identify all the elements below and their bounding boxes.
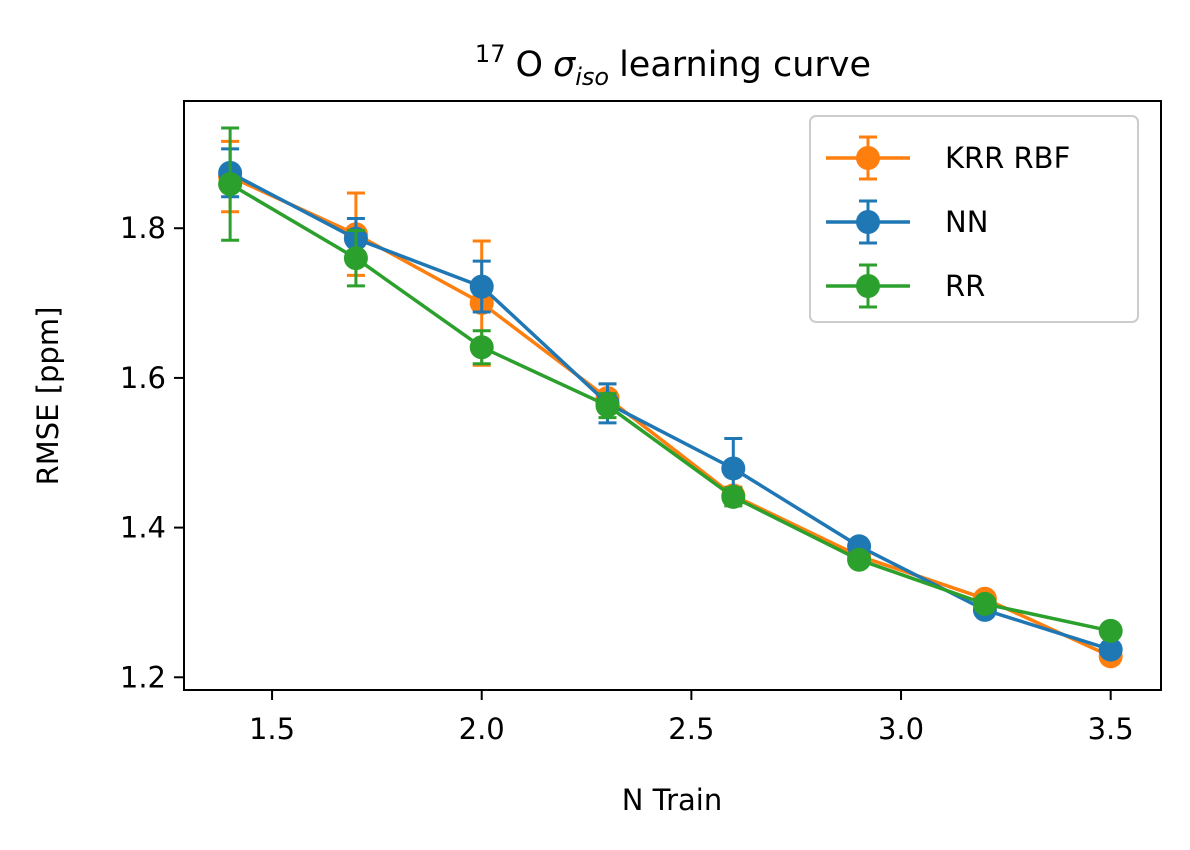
plot-frame [183, 100, 1162, 691]
data-point-nn [1098, 637, 1123, 662]
data-point-rr [1098, 618, 1123, 643]
x-tick-label: 3.0 [878, 712, 924, 746]
title-symbol: σ [553, 45, 577, 85]
title-rest: learning curve [619, 45, 871, 85]
x-tick-label: 2.0 [459, 712, 505, 746]
legend-label: NN [945, 205, 988, 239]
legend-label: KRR RBF [945, 141, 1070, 175]
legend-marker [856, 146, 880, 170]
legend-box [809, 115, 1139, 323]
x-tick-label: 3.5 [1088, 712, 1134, 746]
x-axis-label: N Train [622, 783, 723, 817]
legend-entry-rr: RR [826, 263, 985, 309]
x-axis: 1.5 2.0 2.5 3.0 3.5 [249, 690, 1134, 746]
y-tick-label: 1.4 [120, 511, 166, 545]
data-point-rr [218, 172, 243, 197]
series-layer [218, 126, 1123, 669]
legend-entries: KRR RBF NN RR [826, 135, 1070, 309]
y-axis-label: RMSE [ppm] [31, 307, 65, 486]
series-line-nn [229, 171, 1112, 652]
legend: KRR RBF NN RR [809, 115, 1139, 323]
data-point-nn [469, 274, 494, 299]
data-point-rr [595, 393, 620, 418]
y-tick-label: 1.6 [120, 361, 166, 395]
y-tick-label: 1.2 [120, 660, 166, 694]
legend-label: RR [945, 269, 985, 303]
legend-marker [856, 274, 880, 298]
title-element: O [515, 45, 543, 85]
data-point-rr [343, 246, 368, 271]
y-axis: 1.2 1.4 1.6 1.8 [120, 211, 184, 694]
data-point-rr [469, 335, 494, 360]
legend-entry-krr-rbf: KRR RBF [826, 135, 1070, 181]
y-tick-label: 1.8 [120, 211, 166, 245]
plot-area [218, 126, 1123, 669]
data-point-rr [847, 547, 872, 572]
x-tick-label: 2.5 [668, 712, 714, 746]
x-tick-label: 1.5 [249, 712, 295, 746]
series-line-rr [229, 182, 1112, 633]
data-point-nn [721, 456, 746, 481]
title-superscript: 17 [475, 40, 506, 68]
data-point-rr [721, 484, 746, 509]
title-subscript: iso [575, 63, 609, 91]
series-rr [218, 126, 1123, 643]
legend-entry-nn: NN [826, 199, 988, 245]
data-point-rr [972, 591, 997, 616]
legend-marker [856, 210, 880, 234]
